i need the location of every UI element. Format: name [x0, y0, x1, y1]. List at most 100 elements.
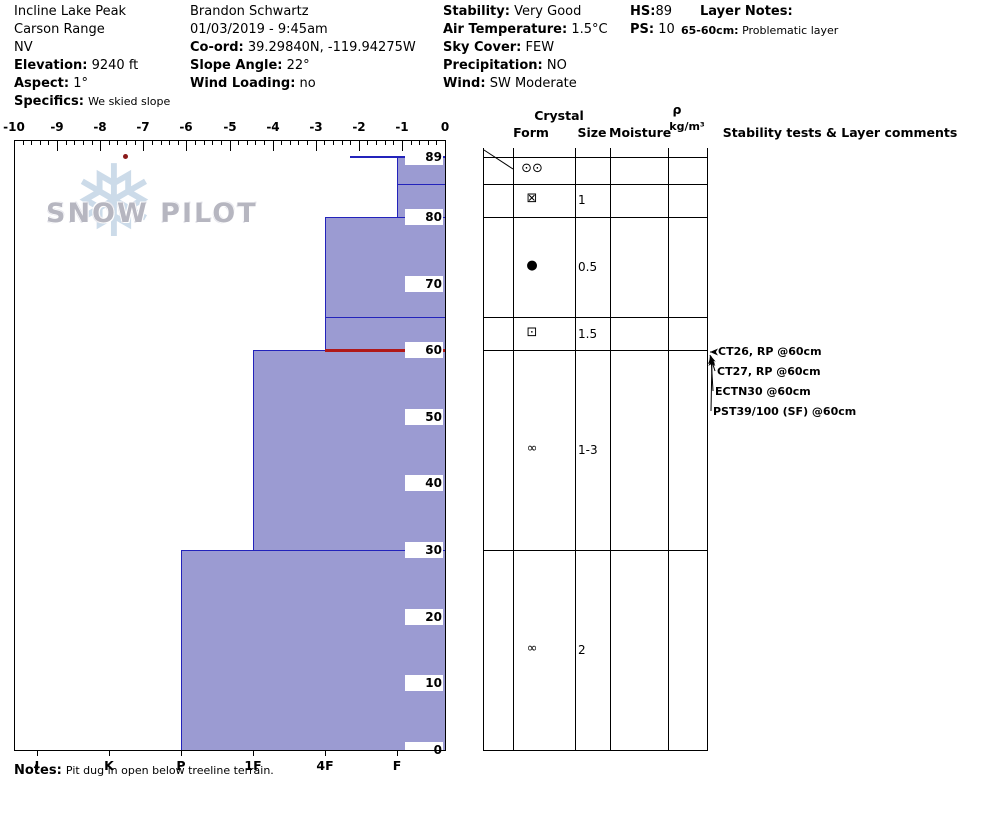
temp-tick-label: -3	[309, 120, 323, 134]
aspect-label: Aspect:	[14, 76, 70, 91]
grain-size-value: 0.5	[578, 260, 598, 274]
hardness-tick	[181, 750, 182, 756]
depth-label: 30	[405, 542, 443, 558]
temp-tick	[230, 140, 231, 151]
depth-label: 40	[405, 475, 443, 491]
temp-tick	[66, 140, 67, 145]
panel-grid-hline	[483, 750, 708, 751]
depth-label: 10	[405, 675, 443, 691]
temp-tick	[161, 140, 162, 145]
coordinates-line: Co-ord: 39.29840N, -119.94275W	[190, 40, 416, 56]
hardness-label: 4F	[316, 758, 334, 773]
density-units-header: kg/m³	[669, 120, 705, 133]
wind-label: Wind:	[443, 76, 486, 91]
notes-text: Pit dug in open below treeline terrain.	[65, 764, 274, 777]
depth-label: 50	[405, 409, 443, 425]
temp-tick-label: -10	[3, 120, 25, 134]
grain-form-symbol: ∞	[526, 441, 538, 456]
hardness-label: P	[176, 758, 186, 773]
grain-size-value: 2	[578, 643, 586, 657]
temp-tick	[169, 140, 170, 145]
temp-tick	[411, 140, 412, 145]
air-temp-value: 1.5°C	[571, 22, 608, 37]
temp-tick	[290, 140, 291, 145]
depth-label: 80	[405, 209, 443, 225]
elevation-line: Elevation: 9240 ft	[14, 58, 138, 74]
temp-tick	[281, 140, 282, 145]
form-column-header: Form	[513, 125, 549, 140]
temp-tick	[359, 140, 360, 151]
sky-cover-label: Sky Cover:	[443, 40, 522, 55]
hs-value: 89	[655, 4, 672, 19]
slope-angle-value: 22°	[286, 58, 310, 73]
temp-tick	[135, 140, 136, 145]
temp-tick	[298, 140, 299, 145]
sky-cover-line: Sky Cover: FEW	[443, 40, 554, 56]
temp-tick	[23, 140, 24, 145]
grain-form-symbol: ∞	[526, 641, 538, 656]
panel-grid-vline	[575, 148, 576, 751]
elevation-value: 9240 ft	[91, 58, 139, 73]
depth-label: 70	[405, 276, 443, 292]
axis-left	[14, 140, 15, 751]
stability-test-label: CT26, RP @60cm	[718, 345, 822, 358]
precipitation-value: NO	[546, 58, 567, 73]
grain-form-symbol: ⊡	[526, 325, 538, 340]
problem-layer-line	[325, 349, 446, 352]
ps-value: 10	[658, 22, 675, 37]
hardness-tick	[325, 750, 326, 756]
axis-right	[445, 140, 446, 751]
temp-tick	[316, 140, 317, 151]
ps-line: PS: 10	[630, 22, 675, 38]
temp-tick	[273, 140, 274, 151]
sky-cover-value: FEW	[525, 40, 555, 55]
temp-tick	[419, 140, 420, 145]
temp-tick	[342, 140, 343, 145]
temp-tick-label: 0	[440, 120, 450, 134]
temp-tick	[48, 140, 49, 145]
temp-tick	[436, 140, 437, 145]
temp-tick	[143, 140, 144, 151]
grain-form-symbol: ⊠	[526, 191, 538, 206]
panel-grid-vline	[513, 148, 514, 751]
moisture-column-header: Moisture	[609, 125, 672, 140]
comments-column-header: Stability tests & Layer comments	[722, 125, 958, 140]
snow-layer-bar	[325, 217, 446, 318]
wind-loading-value: no	[299, 76, 316, 91]
temp-tick	[428, 140, 429, 145]
temp-tick	[109, 140, 110, 145]
layer-notes-title: Layer Notes:	[700, 4, 793, 20]
temp-tick	[324, 140, 325, 145]
hardness-tick	[37, 750, 38, 756]
temp-tick	[57, 140, 58, 151]
temp-tick-label: -2	[352, 120, 366, 134]
precipitation-label: Precipitation:	[443, 58, 543, 73]
layer-note-text: Problematic layer	[742, 24, 839, 37]
temp-tick	[333, 140, 334, 145]
panel-grid-hline	[483, 157, 708, 158]
stability-value: Very Good	[514, 4, 582, 19]
layer-notes-title-text: Layer Notes:	[700, 4, 793, 19]
temp-tick	[204, 140, 205, 145]
temp-tick	[212, 140, 213, 145]
temp-tick-label: -9	[50, 120, 64, 134]
ps-label: PS:	[630, 22, 655, 37]
panel-grid-hline	[483, 217, 708, 218]
notes-label: Notes:	[14, 763, 62, 778]
axis-bottom	[14, 750, 446, 751]
temp-tick-label: -7	[136, 120, 150, 134]
stability-test-label: PST39/100 (SF) @60cm	[713, 405, 857, 418]
temp-tick	[126, 140, 127, 145]
temp-tick	[307, 140, 308, 145]
snowflake-icon: ❅	[72, 143, 156, 260]
wind-loading-line: Wind Loading: no	[190, 76, 316, 92]
aspect-value: 1°	[73, 76, 88, 91]
temp-tick	[83, 140, 84, 145]
temp-tick-label: -1	[395, 120, 409, 134]
temp-tick	[221, 140, 222, 145]
depth-label: 89	[405, 149, 443, 165]
grain-size-value: 1	[578, 193, 586, 207]
temp-tick	[393, 140, 394, 145]
